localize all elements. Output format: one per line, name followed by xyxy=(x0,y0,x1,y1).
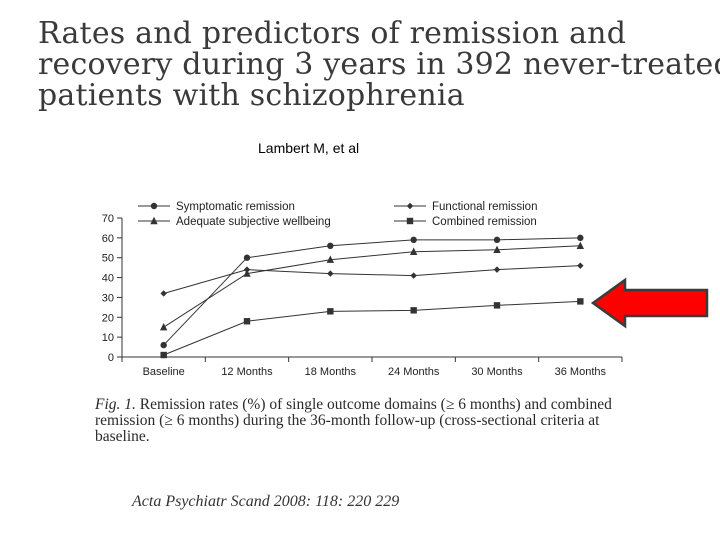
data-point-functional-remission xyxy=(493,266,501,273)
data-point-functional-remission xyxy=(410,272,417,279)
data-point-symptomatic-remission xyxy=(410,236,417,244)
chart-plot-area xyxy=(159,234,585,359)
journal-citation: Acta Psychiatr Scand 2008: 118: 220 229 xyxy=(132,493,400,510)
data-point-symptomatic-remission xyxy=(577,234,584,242)
legend-label: Combined remission xyxy=(432,216,537,228)
data-point-adequate-subjective-wellbeing xyxy=(326,255,335,263)
y-tick-label: 20 xyxy=(102,312,114,324)
red-arrow-icon xyxy=(590,277,709,329)
legend-marker-symptomatic-remission xyxy=(150,202,158,210)
title-line-1: Rates and predictors of remission and xyxy=(38,16,627,51)
author-credit: Lambert M, et al xyxy=(258,140,360,156)
series-functional-remission xyxy=(160,262,584,297)
data-point-combined-remission xyxy=(327,308,334,315)
series-line-symptomatic-remission xyxy=(163,237,581,346)
data-point-symptomatic-remission xyxy=(243,254,251,261)
x-tick-label: 36 Months xyxy=(555,366,607,378)
series-line-functional-remission xyxy=(163,265,581,294)
figure-caption-text: Remission rates (%) of single outcome do… xyxy=(95,396,612,445)
data-point-symptomatic-remission xyxy=(327,242,334,249)
chart-legend: Symptomatic remission Adequate subjective… xyxy=(138,201,537,228)
series-adequate-subjective-wellbeing xyxy=(159,241,585,331)
data-point-combined-remission xyxy=(243,318,251,325)
legend-marker-functional-remission xyxy=(406,202,414,210)
data-point-functional-remission xyxy=(160,290,167,297)
legend-label: Adequate subjective wellbeing xyxy=(176,216,331,228)
legend-item-adequate-subjective-wellbeing: Adequate subjective wellbeing xyxy=(138,216,331,228)
figure-caption: Fig. 1. Remission rates (%) of single ou… xyxy=(95,397,635,445)
x-tick-label: Baseline xyxy=(143,366,185,378)
data-point-combined-remission xyxy=(160,351,167,359)
data-point-symptomatic-remission xyxy=(160,341,167,349)
x-tick-label: 18 Months xyxy=(305,366,357,378)
legend-marker-adequate-subjective-wellbeing xyxy=(150,216,158,225)
series-line-combined-remission xyxy=(163,300,581,356)
data-point-combined-remission xyxy=(493,302,501,309)
x-tick-label: 24 Months xyxy=(388,366,440,378)
title-line-3: patients with schizophrenia xyxy=(38,78,465,113)
legend-item-functional-remission: Functional remission xyxy=(394,201,537,213)
legend-label: Symptomatic remission xyxy=(176,201,295,213)
legend-item-symptomatic-remission: Symptomatic remission xyxy=(138,201,295,213)
series-line-adequate-subjective-wellbeing xyxy=(163,245,581,328)
y-tick-label: 30 xyxy=(102,292,114,304)
data-point-adequate-subjective-wellbeing xyxy=(159,323,168,331)
y-tick-label: 50 xyxy=(102,253,114,265)
data-point-adequate-subjective-wellbeing xyxy=(576,241,585,249)
data-point-functional-remission xyxy=(243,266,251,273)
remission-line-chart: Symptomatic remission Adequate subjective… xyxy=(102,201,623,378)
series-combined-remission xyxy=(160,298,584,359)
data-point-functional-remission xyxy=(577,262,584,269)
data-point-adequate-subjective-wellbeing xyxy=(243,269,251,277)
chart-axes: 0 10 20 30 40 50 60 70 Baseline 12 Months 18 Month… xyxy=(102,213,623,378)
legend-item-combined-remission: Combined remission xyxy=(394,216,537,228)
x-tick-label: 12 Months xyxy=(221,366,273,378)
y-tick-label: 10 xyxy=(102,332,114,344)
series-symptomatic-remission xyxy=(160,234,584,349)
legend-marker-combined-remission xyxy=(406,217,414,225)
data-point-combined-remission xyxy=(410,307,417,314)
red-arrow-shape xyxy=(590,277,709,329)
data-point-adequate-subjective-wellbeing xyxy=(409,247,418,255)
y-tick-label: 40 xyxy=(102,273,114,285)
y-tick-label: 0 xyxy=(108,352,114,364)
y-tick-label: 70 xyxy=(102,213,114,225)
slide-title: Rates and predictors of remission and re… xyxy=(38,16,720,113)
data-point-functional-remission xyxy=(327,270,334,277)
title-line-2: recovery during 3 years in 392 never-tre… xyxy=(38,47,720,82)
y-tick-label: 60 xyxy=(102,233,114,245)
data-point-combined-remission xyxy=(577,298,584,305)
x-tick-label: 30 Months xyxy=(471,366,523,378)
figure-label: Fig. 1. xyxy=(95,396,136,413)
data-point-adequate-subjective-wellbeing xyxy=(493,245,501,253)
data-point-symptomatic-remission xyxy=(493,236,501,244)
legend-label: Functional remission xyxy=(432,201,537,213)
